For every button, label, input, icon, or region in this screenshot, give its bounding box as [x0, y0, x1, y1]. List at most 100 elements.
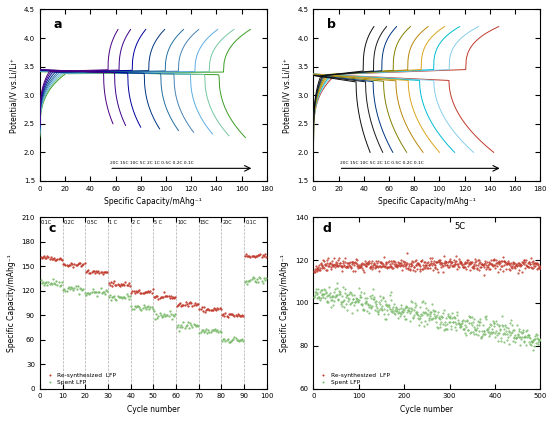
Point: [535, 264, 544, 271]
Point: [529, 265, 537, 272]
Point: [316, 264, 325, 271]
Point: [406, 317, 414, 324]
Point: [519, 327, 527, 333]
Point: [469, 328, 478, 335]
Point: [451, 259, 460, 266]
Point: [382, 260, 391, 267]
Point: [142, 288, 151, 295]
Point: [500, 330, 509, 336]
Point: [367, 292, 376, 298]
Point: [415, 261, 424, 268]
Point: [533, 334, 542, 341]
Point: [445, 313, 454, 320]
Point: [212, 328, 220, 335]
Point: [205, 307, 214, 314]
Point: [129, 288, 138, 294]
Point: [173, 322, 182, 328]
Point: [440, 327, 449, 333]
Point: [520, 257, 529, 264]
Point: [39, 253, 48, 259]
Point: [528, 338, 537, 345]
Point: [528, 258, 537, 265]
Point: [449, 263, 458, 270]
Point: [408, 257, 417, 264]
Point: [497, 338, 506, 344]
Point: [79, 261, 88, 267]
Y-axis label: Specific Capacity/mAhg⁻¹: Specific Capacity/mAhg⁻¹: [7, 254, 16, 352]
Point: [260, 277, 269, 284]
Point: [490, 320, 499, 326]
Point: [363, 258, 372, 265]
Point: [473, 322, 481, 328]
Point: [496, 325, 505, 332]
Point: [405, 309, 414, 316]
Point: [455, 324, 464, 330]
Point: [196, 305, 205, 312]
Point: [156, 293, 165, 300]
X-axis label: Specific Capacity/mAhg⁻¹: Specific Capacity/mAhg⁻¹: [105, 197, 202, 206]
Point: [164, 293, 173, 300]
Point: [524, 338, 533, 345]
Point: [340, 304, 348, 310]
Point: [510, 259, 519, 266]
Point: [367, 294, 376, 301]
Point: [488, 328, 497, 335]
Point: [134, 288, 142, 295]
Point: [418, 261, 427, 268]
Point: [196, 329, 205, 336]
Point: [119, 293, 127, 300]
Point: [512, 261, 521, 268]
Point: [327, 297, 336, 304]
Point: [73, 283, 82, 290]
Point: [234, 338, 243, 345]
Point: [160, 311, 168, 317]
Point: [535, 264, 544, 271]
Point: [310, 293, 319, 300]
Point: [342, 306, 351, 313]
Point: [378, 294, 387, 301]
Point: [450, 261, 459, 267]
Point: [69, 287, 78, 293]
Point: [485, 260, 494, 267]
Point: [527, 338, 536, 344]
Point: [115, 293, 124, 300]
Point: [105, 291, 114, 298]
Point: [523, 333, 532, 340]
Point: [338, 298, 347, 304]
Point: [491, 259, 500, 266]
Point: [347, 290, 356, 296]
Point: [517, 261, 526, 268]
Text: 0.2C: 0.2C: [64, 220, 75, 225]
Point: [225, 311, 234, 317]
Point: [247, 253, 256, 259]
Point: [376, 258, 384, 265]
Point: [347, 264, 356, 270]
Point: [227, 338, 235, 344]
Point: [459, 325, 468, 332]
Point: [250, 278, 259, 285]
Point: [500, 258, 509, 265]
Point: [500, 338, 509, 345]
Point: [229, 312, 238, 319]
Point: [428, 301, 437, 308]
Point: [428, 254, 437, 261]
Point: [453, 261, 461, 268]
Point: [391, 311, 399, 317]
Point: [43, 253, 52, 259]
Point: [411, 267, 419, 274]
Point: [55, 254, 64, 261]
Point: [117, 282, 126, 289]
Point: [483, 326, 492, 333]
Point: [442, 258, 451, 265]
Point: [327, 262, 336, 269]
Point: [491, 328, 500, 334]
Point: [170, 313, 178, 320]
Point: [197, 327, 206, 333]
Point: [372, 308, 381, 314]
Point: [183, 319, 192, 326]
Point: [314, 264, 323, 271]
Point: [435, 316, 444, 323]
Point: [353, 263, 362, 270]
Point: [530, 333, 539, 339]
Point: [330, 289, 338, 296]
